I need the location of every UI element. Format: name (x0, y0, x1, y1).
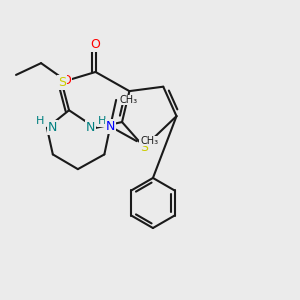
Text: S: S (140, 141, 148, 154)
Text: H: H (98, 116, 106, 126)
Text: N: N (106, 120, 115, 133)
Text: H: H (36, 116, 45, 126)
Text: O: O (61, 74, 71, 87)
Text: CH₃: CH₃ (120, 95, 138, 105)
Text: O: O (91, 38, 100, 50)
Text: N: N (85, 122, 95, 134)
Text: S: S (58, 76, 66, 89)
Text: CH₃: CH₃ (140, 136, 158, 146)
Text: N: N (48, 122, 57, 134)
